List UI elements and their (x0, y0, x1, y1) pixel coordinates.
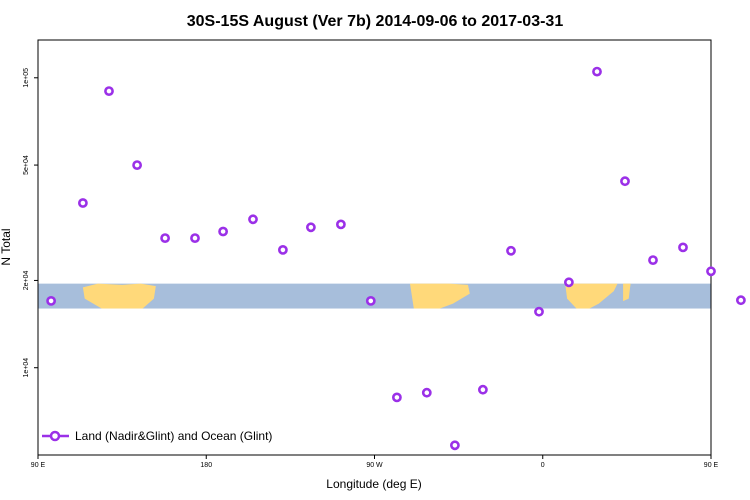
data-point (277, 244, 288, 255)
data-point (564, 277, 574, 288)
data-point (592, 66, 602, 77)
data-point (391, 392, 402, 403)
chart-title: 30S-15S August (Ver 7b) 2014-09-06 to 20… (187, 13, 564, 30)
data-point (678, 242, 688, 253)
data-point (534, 306, 544, 317)
data-point (46, 295, 56, 306)
data-point (78, 198, 88, 208)
data-point (449, 440, 460, 451)
data-point (104, 86, 114, 96)
land-madagascar (623, 283, 631, 302)
y-tick-label: 1e+05 (23, 68, 30, 88)
axis-ticks: 90 E 180 90 W 0 90 E 1e+04 2e+04 5e+04 1e+05 (23, 68, 719, 469)
data-point (620, 176, 630, 187)
x-tick-label: 180 (200, 462, 212, 469)
data-point (305, 222, 316, 233)
y-axis-label: N Total (0, 228, 13, 265)
land-africa (565, 283, 618, 309)
y-tick-label: 2e+04 (23, 271, 30, 291)
data-point (190, 233, 200, 243)
data-point (648, 255, 658, 265)
y-tick-label: 5e+04 (23, 155, 30, 175)
data-point (248, 214, 258, 225)
land-australia (82, 283, 156, 309)
x-tick-label: 0 (541, 462, 545, 469)
land-south-america (410, 283, 470, 309)
plot-frame (37, 39, 712, 456)
data-point (736, 295, 746, 306)
x-tick-label: 90 E (704, 462, 719, 469)
legend: Land (Nadir&Glint) and Ocean (Glint) (42, 429, 272, 443)
legend-label: Land (Nadir&Glint) and Ocean (Glint) (75, 429, 272, 443)
data-point (421, 387, 432, 398)
legend-marker (49, 430, 61, 442)
x-axis-label: Longitude (deg E) (326, 477, 421, 491)
data-point (477, 384, 488, 395)
data-point (506, 245, 516, 256)
data-point (132, 160, 142, 170)
x-tick-label: 90 E (31, 462, 46, 469)
data-point (706, 266, 716, 277)
data-point (160, 233, 170, 243)
data-point (335, 219, 346, 230)
data-points (46, 66, 746, 451)
data-point (218, 226, 228, 237)
y-tick-label: 1e+04 (23, 358, 30, 378)
data-point (365, 295, 376, 306)
latitude-band (38, 283, 711, 309)
x-tick-label: 90 W (366, 462, 383, 469)
